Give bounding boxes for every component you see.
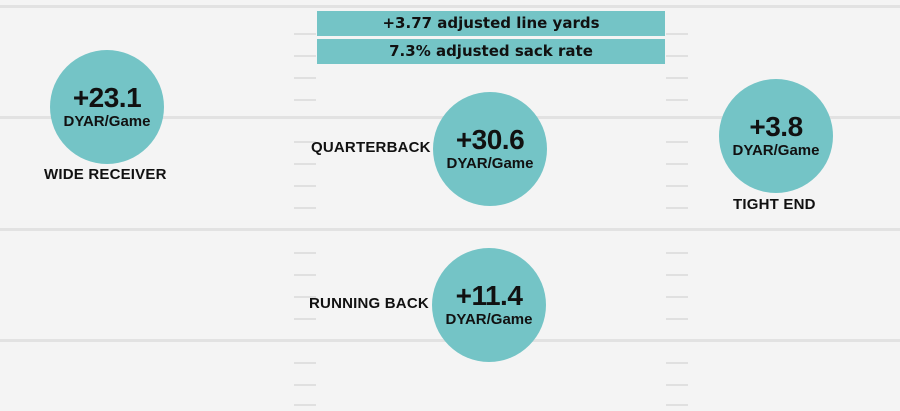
yard-line [0,228,900,231]
hash-mark [294,141,316,143]
line-yards-banner: +3.77 adjusted line yards [317,11,665,36]
tight-end-circle: +3.8 DYAR/Game [719,79,833,193]
hash-mark [666,55,688,57]
quarterback-label: QUARTERBACK [311,139,431,156]
wide-receiver-value: +23.1 [72,82,142,113]
quarterback-circle: +30.6 DYAR/Game [433,92,547,206]
hash-mark [666,274,688,276]
hash-mark [666,296,688,298]
quarterback-unit: DYAR/Game [446,155,534,172]
hash-mark [294,318,316,320]
yard-line [0,5,900,8]
hash-mark [294,296,316,298]
hash-mark [294,99,316,101]
tight-end-value: +3.8 [749,111,803,142]
hash-mark [294,362,316,364]
hash-mark [666,384,688,386]
running-back-label: RUNNING BACK [309,295,429,312]
wide-receiver-label: WIDE RECEIVER [44,166,167,183]
hash-mark [666,99,688,101]
hash-mark [294,252,316,254]
quarterback-value: +30.6 [455,124,525,155]
hash-mark [294,404,316,406]
hash-mark [666,252,688,254]
wide-receiver-unit: DYAR/Game [63,113,151,130]
hash-mark [666,318,688,320]
wide-receiver-circle: +23.1 DYAR/Game [50,50,164,164]
running-back-unit: DYAR/Game [445,311,533,328]
sack-rate-banner: 7.3% adjusted sack rate [317,39,665,64]
hash-mark [294,33,316,35]
hash-mark [294,384,316,386]
hash-mark [666,362,688,364]
tight-end-label: TIGHT END [733,196,816,213]
hash-mark [294,207,316,209]
hash-mark [294,55,316,57]
hash-mark [666,141,688,143]
hash-mark [666,185,688,187]
tight-end-unit: DYAR/Game [732,142,820,159]
running-back-circle: +11.4 DYAR/Game [432,248,546,362]
hash-mark [666,404,688,406]
hash-mark [294,77,316,79]
hash-mark [294,185,316,187]
hash-mark [666,77,688,79]
hash-mark [666,207,688,209]
hash-mark [294,163,316,165]
hash-mark [666,33,688,35]
running-back-value: +11.4 [455,280,523,311]
hash-mark [294,274,316,276]
hash-mark [666,163,688,165]
